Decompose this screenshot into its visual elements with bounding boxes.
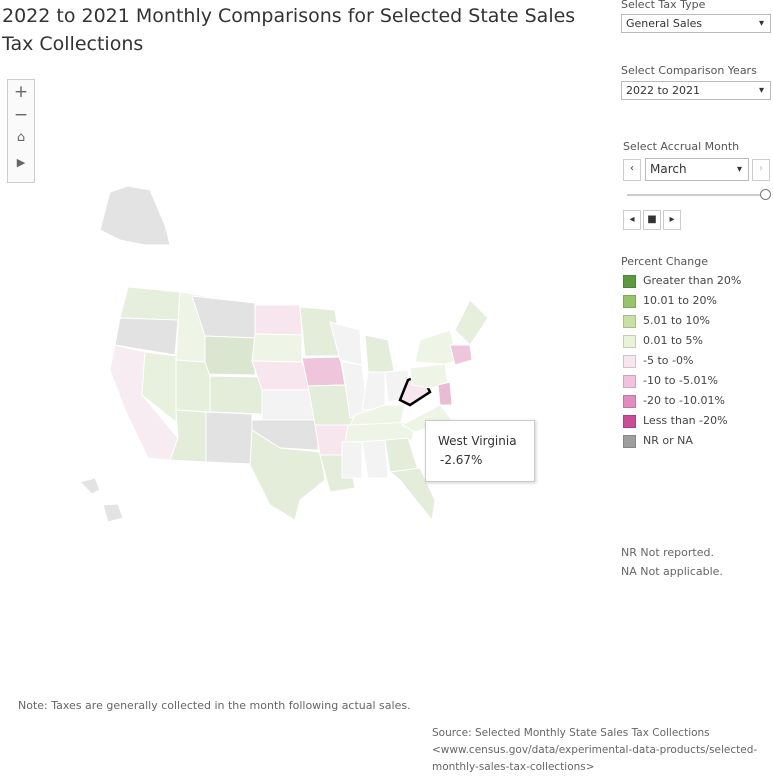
state[interactable] (454, 299, 489, 346)
state[interactable] (251, 333, 303, 363)
state[interactable] (251, 419, 319, 451)
state[interactable] (169, 409, 207, 463)
dropdown[interactable]: 2022 to 2021 (621, 81, 771, 100)
slider-thumb[interactable] (760, 189, 771, 200)
state[interactable] (414, 329, 459, 365)
state[interactable] (209, 375, 263, 415)
legend-swatch (623, 334, 636, 348)
title-line: Tax Collections (2, 33, 144, 55)
legend-item[interactable]: -10 to -5.01% (623, 374, 718, 388)
filter-label: Select Comparison Years (621, 64, 757, 77)
legend-label: NR or NA (643, 434, 693, 447)
state[interactable] (204, 335, 256, 376)
legend-item[interactable]: -5 to -0% (623, 354, 693, 368)
tooltip-value: -2.67% (440, 453, 483, 467)
legend-item[interactable]: NR or NA (623, 434, 693, 448)
legend-item[interactable]: 0.01 to 5% (623, 334, 703, 348)
legend-label: 10.01 to 20% (643, 294, 717, 307)
state[interactable] (114, 317, 179, 356)
map-toolbar: + − ⌂ ▶ (7, 79, 35, 183)
legend-label: 0.01 to 5% (643, 334, 703, 347)
state[interactable] (349, 404, 406, 426)
legend-swatch (623, 314, 636, 328)
zoom-in[interactable]: + (13, 82, 29, 102)
source-line: <www.census.gov/data/experimental-data-p… (432, 744, 758, 756)
state[interactable] (249, 429, 326, 521)
state[interactable] (344, 421, 416, 443)
play-back[interactable]: ◂ (623, 210, 641, 230)
state[interactable] (251, 360, 313, 391)
state[interactable] (254, 304, 303, 336)
play-forward[interactable]: ▸ (663, 210, 681, 230)
legend-swatch (623, 394, 636, 408)
state-map (79, 185, 489, 523)
slider-track (627, 194, 765, 196)
title-line: 2022 to 2021 Monthly Comparisons for Sel… (2, 5, 576, 27)
state[interactable] (205, 411, 253, 465)
legend-item[interactable]: Greater than 20% (623, 274, 741, 288)
legend-label: Less than -20% (643, 414, 728, 427)
state[interactable] (449, 344, 473, 366)
zoom-out[interactable]: − (13, 105, 29, 125)
state[interactable] (364, 334, 396, 376)
state[interactable] (384, 437, 419, 473)
legend-item[interactable]: -20 to -10.01% (623, 394, 725, 408)
state[interactable] (301, 356, 346, 387)
expand[interactable]: ▶ (16, 156, 26, 169)
state[interactable] (99, 185, 171, 246)
state[interactable] (361, 371, 386, 411)
footnote: NR Not reported. (621, 546, 714, 559)
dropdown[interactable]: March (645, 158, 749, 181)
play-stop[interactable]: ■ (643, 210, 661, 230)
state[interactable] (341, 441, 363, 479)
state[interactable] (141, 351, 179, 424)
state[interactable] (437, 381, 453, 406)
filter-label: Select Tax Type (621, 0, 706, 11)
legend: Greater than 20% 10.01 to 20% 5.01 to 10% 0… (623, 274, 773, 454)
legend-swatch (623, 354, 636, 368)
legend-item[interactable]: 10.01 to 20% (623, 294, 717, 308)
legend-label: -20 to -10.01% (643, 394, 725, 407)
legend-swatch (623, 374, 636, 388)
tooltip-state: West Virginia (438, 434, 517, 448)
source-line: Source: Selected Monthly State Sales Tax… (432, 727, 710, 739)
footnote: NA Not applicable. (621, 565, 723, 578)
state[interactable] (361, 439, 389, 479)
prev-month[interactable]: ‹ (623, 159, 641, 181)
tooltip: West Virginia -2.67% (425, 420, 535, 482)
source-line: monthly-sales-tax-collections> (432, 761, 595, 773)
legend-label: -10 to -5.01% (643, 374, 718, 387)
legend-item[interactable]: Less than -20% (623, 414, 728, 428)
home[interactable]: ⌂ (16, 130, 26, 145)
legend-swatch (623, 414, 636, 428)
state[interactable] (388, 467, 436, 522)
note: Note: Taxes are generally collected in t… (18, 699, 411, 712)
legend-title: Percent Change (621, 255, 709, 268)
next-month[interactable]: › (752, 159, 770, 181)
dropdown[interactable]: General Sales (621, 14, 771, 33)
legend-item[interactable]: 5.01 to 10% (623, 314, 710, 328)
state[interactable] (79, 477, 101, 495)
legend-label: -5 to -0% (643, 354, 694, 367)
state[interactable] (175, 359, 211, 413)
state[interactable] (119, 286, 181, 321)
legend-label: Greater than 20% (643, 274, 742, 287)
legend-swatch (623, 274, 636, 288)
legend-swatch (623, 434, 636, 448)
state[interactable] (102, 503, 124, 523)
legend-swatch (623, 294, 636, 308)
filter-label: Select Accrual Month (623, 140, 740, 153)
legend-label: 5.01 to 10% (643, 314, 710, 327)
